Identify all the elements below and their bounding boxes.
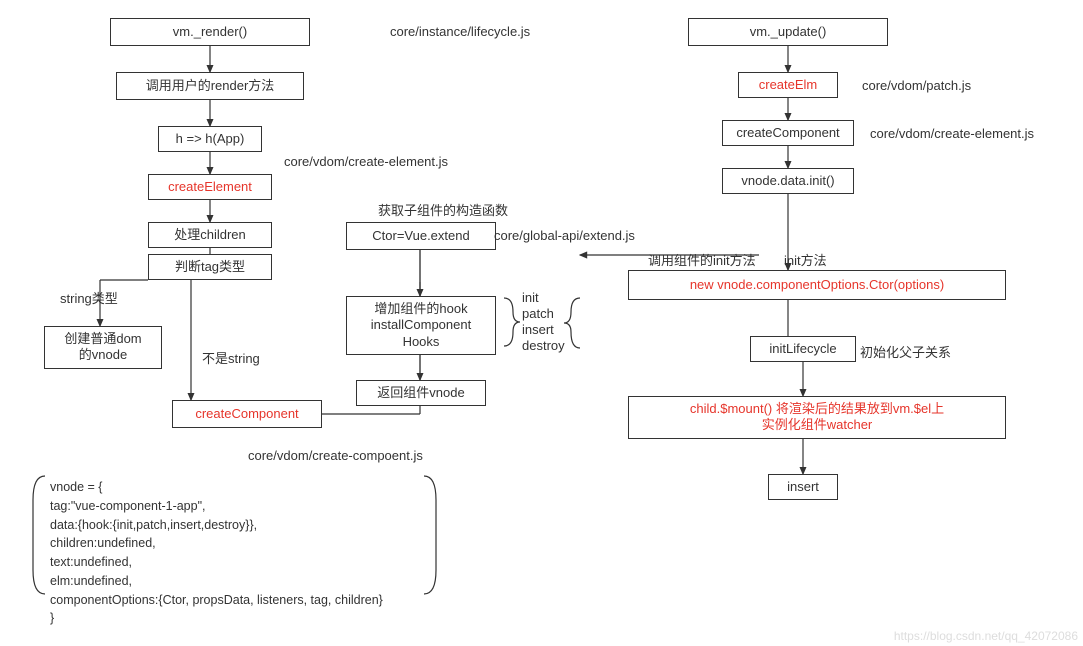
label-l12: init方法 — [784, 250, 827, 269]
label-l7c: insert — [522, 322, 554, 337]
label-l7d: destroy — [522, 338, 565, 353]
watermark: https://blog.csdn.net/qq_42072086 — [894, 629, 1078, 643]
node-n12: vm._update() — [688, 18, 888, 46]
label-l5: 获取子组件的构造函数 — [378, 200, 508, 219]
label-l2: core/vdom/create-element.js — [284, 154, 448, 169]
label-l4: 不是string — [202, 348, 260, 367]
label-l6: core/global-api/extend.js — [494, 228, 635, 243]
node-n7: 创建普通dom 的vnode — [44, 326, 162, 369]
code-line: } — [50, 609, 383, 628]
node-n15: vnode.data.init() — [722, 168, 854, 194]
code-line: text:undefined, — [50, 553, 383, 572]
code-line: data:{hook:{init,patch,insert,destroy}}, — [50, 516, 383, 535]
node-n8: createComponent — [172, 400, 322, 428]
node-n2: 调用用户的render方法 — [116, 72, 304, 100]
node-n13: createElm — [738, 72, 838, 98]
label-l9: core/vdom/patch.js — [862, 78, 971, 93]
node-n6: 判断tag类型 — [148, 254, 272, 280]
label-l3: string类型 — [60, 288, 118, 307]
node-n3: h => h(App) — [158, 126, 262, 152]
label-l11: 调用组件的init方法 — [648, 250, 756, 269]
node-n10: 增加组件的hook installComponent Hooks — [346, 296, 496, 355]
label-l13: 初始化父子关系 — [860, 342, 951, 361]
code-line: children:undefined, — [50, 534, 383, 553]
label-l1: core/instance/lifecycle.js — [390, 24, 530, 39]
code-line: componentOptions:{Ctor, propsData, liste… — [50, 591, 383, 610]
node-n1: vm._render() — [110, 18, 310, 46]
label-l8: core/vdom/create-compoent.js — [248, 448, 423, 463]
node-n19: insert — [768, 474, 838, 500]
vnode-code-block: vnode = { tag:"vue-component-1-app", dat… — [50, 478, 383, 628]
node-n11: 返回组件vnode — [356, 380, 486, 406]
code-line: tag:"vue-component-1-app", — [50, 497, 383, 516]
node-n14: createComponent — [722, 120, 854, 146]
label-l7b: patch — [522, 306, 554, 321]
label-l7: init — [522, 290, 539, 305]
code-line: elm:undefined, — [50, 572, 383, 591]
label-l10: core/vdom/create-element.js — [870, 126, 1034, 141]
node-n4: createElement — [148, 174, 272, 200]
node-n5: 处理children — [148, 222, 272, 248]
node-n18: child.$mount() 将渲染后的结果放到vm.$el上 实例化组件wat… — [628, 396, 1006, 439]
node-n17: initLifecycle — [750, 336, 856, 362]
code-line: vnode = { — [50, 478, 383, 497]
node-n16: new vnode.componentOptions.Ctor(options) — [628, 270, 1006, 300]
node-n9: Ctor=Vue.extend — [346, 222, 496, 250]
